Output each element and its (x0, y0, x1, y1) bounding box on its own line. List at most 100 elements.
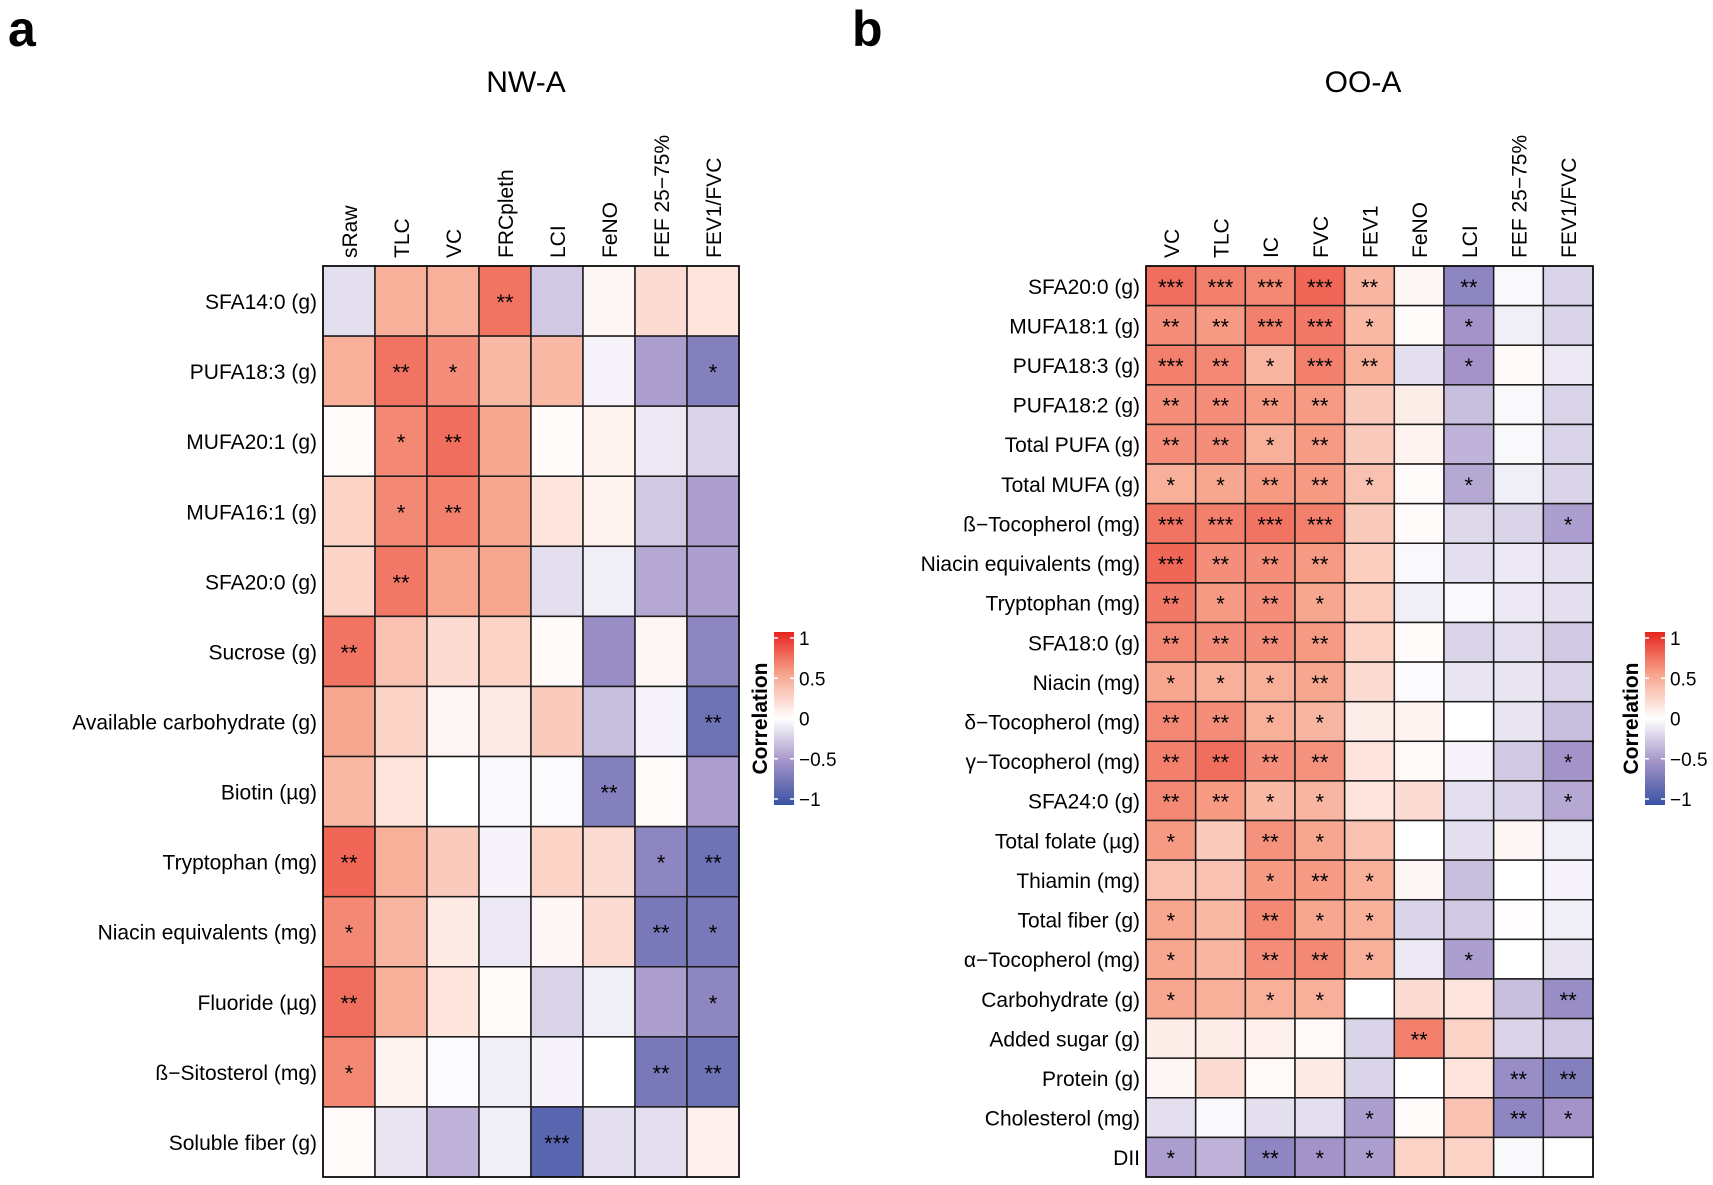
chart-title: NW-A (486, 66, 565, 99)
significance-label: * (1266, 869, 1275, 894)
heatmap-border (1145, 265, 1594, 1178)
significance-label: ** (652, 1061, 670, 1086)
heatmap-cell (1443, 344, 1495, 386)
heatmap-cell (1443, 898, 1495, 941)
heatmap-cell (1145, 859, 1197, 901)
heatmap-cell (1443, 661, 1495, 703)
heatmap-cell (426, 1036, 480, 1108)
heatmap-cell (1244, 621, 1296, 663)
heatmap-cell (1145, 463, 1197, 505)
heatmap-cell (1294, 542, 1346, 584)
row-label: Fluoride (µg) (198, 992, 317, 1015)
heatmap-cell (1542, 542, 1594, 584)
significance-label: * (709, 991, 718, 1016)
heatmap-cell (1492, 859, 1545, 901)
significance-label: ** (1212, 354, 1230, 379)
significance-label: ** (704, 711, 722, 736)
heatmap-cell (1492, 621, 1545, 663)
significance-label: * (1167, 1146, 1176, 1171)
heatmap-cell (530, 966, 584, 1038)
legend-tick-label: −1 (1670, 790, 1692, 811)
heatmap-cell (1194, 265, 1247, 307)
heatmap-cell (1145, 938, 1197, 980)
heatmap-cell (322, 475, 376, 548)
heatmap-cell (1244, 898, 1296, 941)
significance-label: *** (1158, 552, 1184, 577)
significance-label: * (1216, 671, 1225, 696)
heatmap-cell (1492, 898, 1545, 941)
significance-label: ** (1311, 552, 1329, 577)
heatmap-cell (1244, 859, 1296, 901)
row-label: MUFA18:1 (g) (1009, 315, 1140, 338)
column-label: FRCpleth (495, 169, 518, 258)
significance-label: ** (1162, 750, 1180, 775)
heatmap-cell (1492, 502, 1545, 545)
heatmap-cell (1393, 463, 1445, 505)
heatmap-cell (426, 755, 480, 828)
heatmap-cell (1343, 978, 1396, 1020)
heatmap-cell (1393, 502, 1445, 545)
significance-label: * (1216, 473, 1225, 498)
heatmap-cell (1294, 304, 1346, 346)
significance-label: * (1365, 948, 1374, 973)
heatmap-cell (1294, 1057, 1346, 1099)
row-label: Carbohydrate (g) (981, 989, 1140, 1012)
significance-label: *** (1208, 512, 1234, 537)
heatmap-cell (1393, 661, 1445, 703)
significance-label: * (1564, 750, 1573, 775)
heatmap-cell (1194, 542, 1247, 584)
significance-label: * (1316, 909, 1325, 934)
heatmap-cell (686, 895, 740, 968)
row-label: Available carbohydrate (g) (72, 712, 317, 735)
significance-label: ** (1212, 790, 1230, 815)
heatmap-cell (634, 895, 688, 968)
legend-colorbar (1645, 632, 1665, 805)
heatmap-cell (1393, 780, 1445, 822)
heatmap-cell (686, 405, 740, 477)
significance-label: * (1316, 829, 1325, 854)
heatmap-cell (478, 265, 532, 337)
significance-label: ** (1212, 631, 1230, 656)
color-legend: 1 0.5 0 −0.5 −1 Correlation (749, 629, 837, 811)
row-label: Niacin equivalents (mg) (921, 553, 1140, 576)
significance-label: ** (704, 1061, 722, 1086)
row-label: Niacin (mg) (1033, 672, 1140, 695)
significance-label: * (1316, 988, 1325, 1013)
significance-label: * (1167, 829, 1176, 854)
heatmap-cell (426, 685, 480, 758)
significance-label: ** (496, 290, 514, 315)
row-label: ß−Sitosterol (mg) (155, 1062, 317, 1085)
significance-label: * (1266, 790, 1275, 815)
significance-label: * (1266, 433, 1275, 458)
significance-label: * (1564, 512, 1573, 537)
significance-label: ** (1212, 394, 1230, 419)
significance-label: ** (600, 781, 618, 806)
significance-label: ** (1560, 988, 1578, 1013)
heatmap-cell (1343, 502, 1396, 545)
legend-tick-label: 0.5 (1670, 669, 1696, 690)
heatmap-cell (1194, 621, 1247, 663)
significance-label: * (1167, 671, 1176, 696)
heatmap-cell (686, 475, 740, 548)
heatmap-cell (1542, 304, 1594, 346)
column-label: FEV1/FVC (1558, 158, 1581, 258)
heatmap-cell (1343, 898, 1396, 941)
heatmap-cell (1343, 384, 1396, 426)
significance-label: * (1365, 1146, 1374, 1171)
heatmap-cell (1343, 938, 1396, 980)
significance-label: * (1316, 1146, 1325, 1171)
significance-label: ** (340, 640, 358, 665)
heatmap-cell (530, 895, 584, 968)
heatmap-cell (374, 265, 428, 337)
heatmap-cell (1542, 898, 1594, 941)
significance-label: ** (392, 570, 410, 595)
significance-label: ** (1212, 750, 1230, 775)
heatmap-cell (686, 1106, 740, 1178)
significance-label: ** (1311, 473, 1329, 498)
heatmap-cell (634, 685, 688, 758)
heatmap-cell (1244, 1097, 1296, 1139)
heatmap-cell (1145, 819, 1197, 861)
heatmap-cell (1244, 1017, 1296, 1059)
heatmap-border (322, 265, 740, 1178)
row-label: MUFA16:1 (g) (186, 501, 317, 524)
